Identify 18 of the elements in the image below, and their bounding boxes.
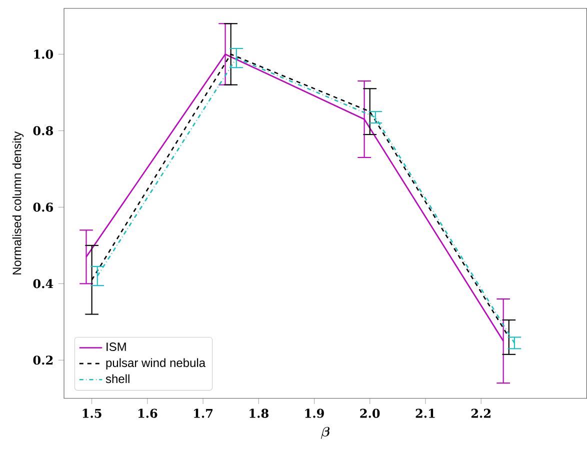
y-tick-label: 0.8 xyxy=(33,126,53,136)
x-tick-label: 2.0 xyxy=(360,408,380,418)
x-tick-label: 1.5 xyxy=(82,408,102,418)
x-axis-title: $\boldsymbol{\beta}$ xyxy=(320,426,330,439)
legend-label: pulsar wind nebula xyxy=(106,358,206,370)
x-tick-label: 1.6 xyxy=(138,408,158,418)
x-tick-label: 2.2 xyxy=(471,408,490,418)
y-tick-label: 1.0 xyxy=(34,50,54,59)
legend-label: shell xyxy=(106,374,130,384)
y-axis-title: Normalised column density xyxy=(12,131,24,274)
x-tick-label: 2.1 xyxy=(416,408,435,418)
legend-label: ISM xyxy=(106,342,126,352)
y-tick-label: 0.2 xyxy=(33,356,53,365)
x-tick-label: 1.9 xyxy=(305,408,324,418)
x-tick-label: 1.7 xyxy=(194,408,212,418)
y-tick-label: 0.6 xyxy=(33,202,53,212)
x-tick-label: 1.8 xyxy=(250,408,268,418)
y-tick-label: 0.4 xyxy=(33,279,54,288)
